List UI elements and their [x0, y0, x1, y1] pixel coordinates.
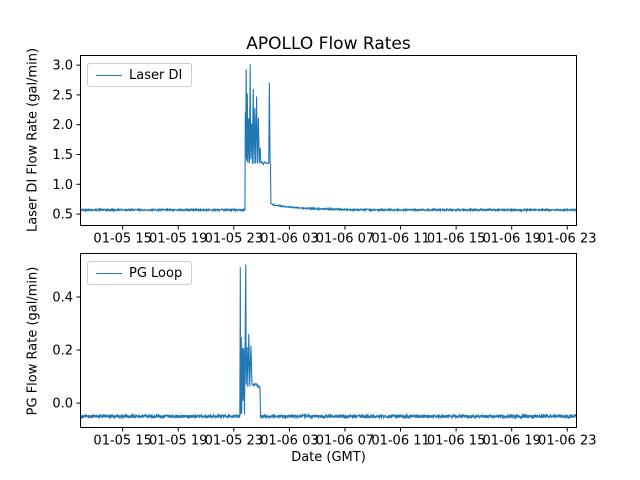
laser-di-ytick-label: 1.0 — [52, 178, 73, 193]
pg-loop-xtick-label: 01-06 07 — [316, 434, 374, 449]
laser-di-ytick-label: 2.5 — [52, 88, 73, 103]
legend-line-sample-pg-loop — [96, 272, 122, 274]
laser-di-xtick-label: 01-06 11 — [371, 232, 429, 247]
laser-di-line — [80, 64, 577, 213]
pg-loop-line — [80, 264, 577, 420]
pg-loop-ytick-label: 0.4 — [52, 291, 73, 306]
pg-loop-ytick-label: 0.0 — [52, 397, 73, 412]
pg-loop-xtick-label: 01-05 19 — [149, 434, 207, 449]
laser-di-ytick-label: 0.5 — [52, 208, 73, 223]
laser-di-xtick-label: 01-05 23 — [205, 232, 263, 247]
pg-loop-axes-frame — [80, 253, 577, 428]
pg-loop-xtick-label: 01-06 11 — [371, 434, 429, 449]
pg-loop-ytick-label: 0.2 — [52, 344, 73, 359]
laser-di-ytick-label: 2.0 — [52, 118, 73, 133]
legend-laser-di: Laser DI — [87, 63, 193, 87]
legend-label-pg-loop: PG Loop — [129, 265, 183, 281]
pg-loop-xtick-label: 01-05 15 — [93, 434, 151, 449]
laser-di-ytick-label: 3.0 — [52, 59, 73, 74]
xlabel-date-gmt: Date (GMT) — [291, 450, 366, 465]
laser-di-xtick-label: 01-06 23 — [538, 232, 596, 247]
pg-loop-xtick-label: 01-06 15 — [427, 434, 485, 449]
laser-di-xtick-label: 01-06 03 — [260, 232, 318, 247]
legend-label-laser-di: Laser DI — [129, 67, 183, 83]
laser-di-xtick-label: 01-06 19 — [482, 232, 540, 247]
legend-line-sample-laser-di — [96, 74, 122, 76]
laser-di-ytick-label: 1.5 — [52, 148, 73, 163]
pg-loop-xtick-label: 01-06 03 — [260, 434, 318, 449]
laser-di-xtick-label: 01-06 07 — [316, 232, 374, 247]
pg-loop-xtick-label: 01-06 23 — [538, 434, 596, 449]
pg-loop-xtick-label: 01-05 23 — [205, 434, 263, 449]
legend-pg-loop: PG Loop — [87, 261, 193, 285]
figure-title: APOLLO Flow Rates — [246, 34, 411, 54]
laser-di-xtick-label: 01-06 15 — [427, 232, 485, 247]
pg-loop-xtick-label: 01-06 19 — [482, 434, 540, 449]
laser-di-xtick-label: 01-05 15 — [93, 232, 151, 247]
laser-di-axes-frame — [80, 55, 577, 226]
laser-di-xtick-label: 01-05 19 — [149, 232, 207, 247]
